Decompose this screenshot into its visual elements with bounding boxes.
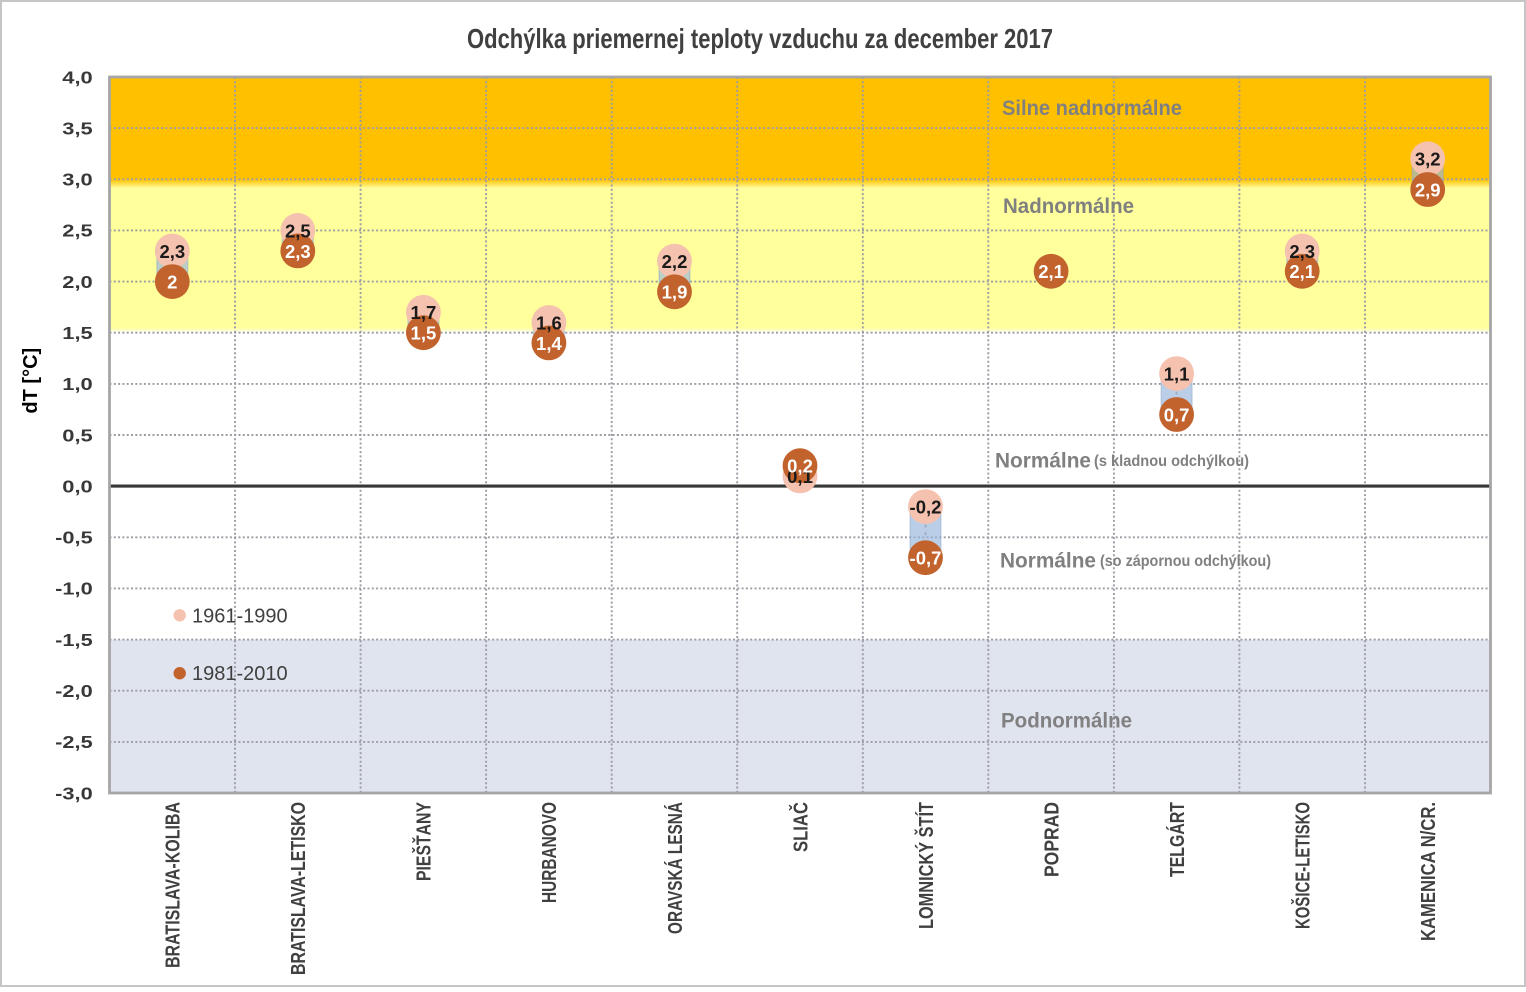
svg-text:1961-1990: 1961-1990 <box>192 605 288 627</box>
svg-text:Silne nadnormálne: Silne nadnormálne <box>1002 96 1182 120</box>
svg-text:2,1: 2,1 <box>1038 261 1064 282</box>
svg-text:KAMENICA N/CR.: KAMENICA N/CR. <box>1418 802 1440 941</box>
svg-text:(s kladnou odchýlkou): (s kladnou odchýlkou) <box>1094 453 1249 470</box>
svg-text:BRATISLAVA-KOLIBA: BRATISLAVA-KOLIBA <box>163 802 185 968</box>
svg-text:KOŠICE-LETISKO: KOŠICE-LETISKO <box>1291 802 1315 929</box>
svg-text:Normálne: Normálne <box>995 449 1091 473</box>
svg-text:-3,0: -3,0 <box>55 783 93 803</box>
svg-text:1,6: 1,6 <box>536 312 562 333</box>
svg-text:3,0: 3,0 <box>62 170 93 190</box>
svg-text:1,5: 1,5 <box>62 323 93 343</box>
svg-text:-0,5: -0,5 <box>55 528 93 548</box>
svg-text:2,3: 2,3 <box>159 241 185 262</box>
svg-text:2,0: 2,0 <box>62 272 93 292</box>
svg-text:3,5: 3,5 <box>62 118 93 138</box>
svg-text:Normálne: Normálne <box>1000 549 1096 573</box>
svg-text:1,0: 1,0 <box>62 374 93 394</box>
svg-text:4,0: 4,0 <box>62 67 93 87</box>
svg-text:POPRAD: POPRAD <box>1041 802 1063 877</box>
svg-text:-1,0: -1,0 <box>55 579 93 599</box>
svg-text:Podnormálne: Podnormálne <box>1001 709 1132 733</box>
svg-text:1,1: 1,1 <box>1164 364 1190 385</box>
svg-text:2,3: 2,3 <box>1289 241 1315 262</box>
svg-text:BRATISLAVA-LETISKO: BRATISLAVA-LETISKO <box>288 802 310 975</box>
svg-text:0,2: 0,2 <box>787 456 813 477</box>
svg-text:Odchýlka priemernej teploty vz: Odchýlka priemernej teploty vzduchu za d… <box>467 23 1053 54</box>
svg-text:(so zápornou odchýlkou): (so zápornou odchýlkou) <box>1100 553 1271 570</box>
svg-text:1,5: 1,5 <box>411 323 437 344</box>
svg-text:0,7: 0,7 <box>1164 404 1190 425</box>
svg-text:0,0: 0,0 <box>62 476 93 496</box>
svg-text:0,1: 0,1 <box>787 466 813 487</box>
svg-text:3,2: 3,2 <box>1415 149 1441 170</box>
svg-text:-0,2: -0,2 <box>910 497 942 518</box>
svg-text:dT [°C]: dT [°C] <box>20 348 42 414</box>
svg-text:2,2: 2,2 <box>662 251 688 272</box>
svg-text:2: 2 <box>167 272 177 293</box>
svg-text:PIEŠŤANY: PIEŠŤANY <box>412 801 436 881</box>
svg-text:-1,5: -1,5 <box>55 630 93 650</box>
svg-text:ORAVSKÁ LESNÁ: ORAVSKÁ LESNÁ <box>664 802 687 934</box>
svg-text:2,9: 2,9 <box>1415 179 1441 200</box>
svg-text:HURBANOVO: HURBANOVO <box>539 802 561 903</box>
svg-text:1,7: 1,7 <box>411 302 437 323</box>
svg-text:2,5: 2,5 <box>285 220 311 241</box>
svg-text:2,1: 2,1 <box>1289 261 1315 282</box>
svg-text:-2,5: -2,5 <box>55 732 93 752</box>
svg-text:1,9: 1,9 <box>662 282 688 303</box>
svg-text:0,5: 0,5 <box>62 425 93 445</box>
svg-text:2,3: 2,3 <box>285 241 311 262</box>
svg-text:-0,7: -0,7 <box>910 548 942 569</box>
svg-text:1,4: 1,4 <box>536 333 562 354</box>
svg-text:SLIAČ: SLIAČ <box>788 802 812 852</box>
svg-text:TELGÁRT: TELGÁRT <box>1166 802 1189 877</box>
svg-text:Nadnormálne: Nadnormálne <box>1003 194 1134 218</box>
svg-text:1981-2010: 1981-2010 <box>192 663 288 685</box>
svg-text:LOMNICKÝ ŠTÍT: LOMNICKÝ ŠTÍT <box>914 802 938 929</box>
svg-text:-2,0: -2,0 <box>55 681 93 701</box>
svg-text:2,5: 2,5 <box>62 221 93 241</box>
